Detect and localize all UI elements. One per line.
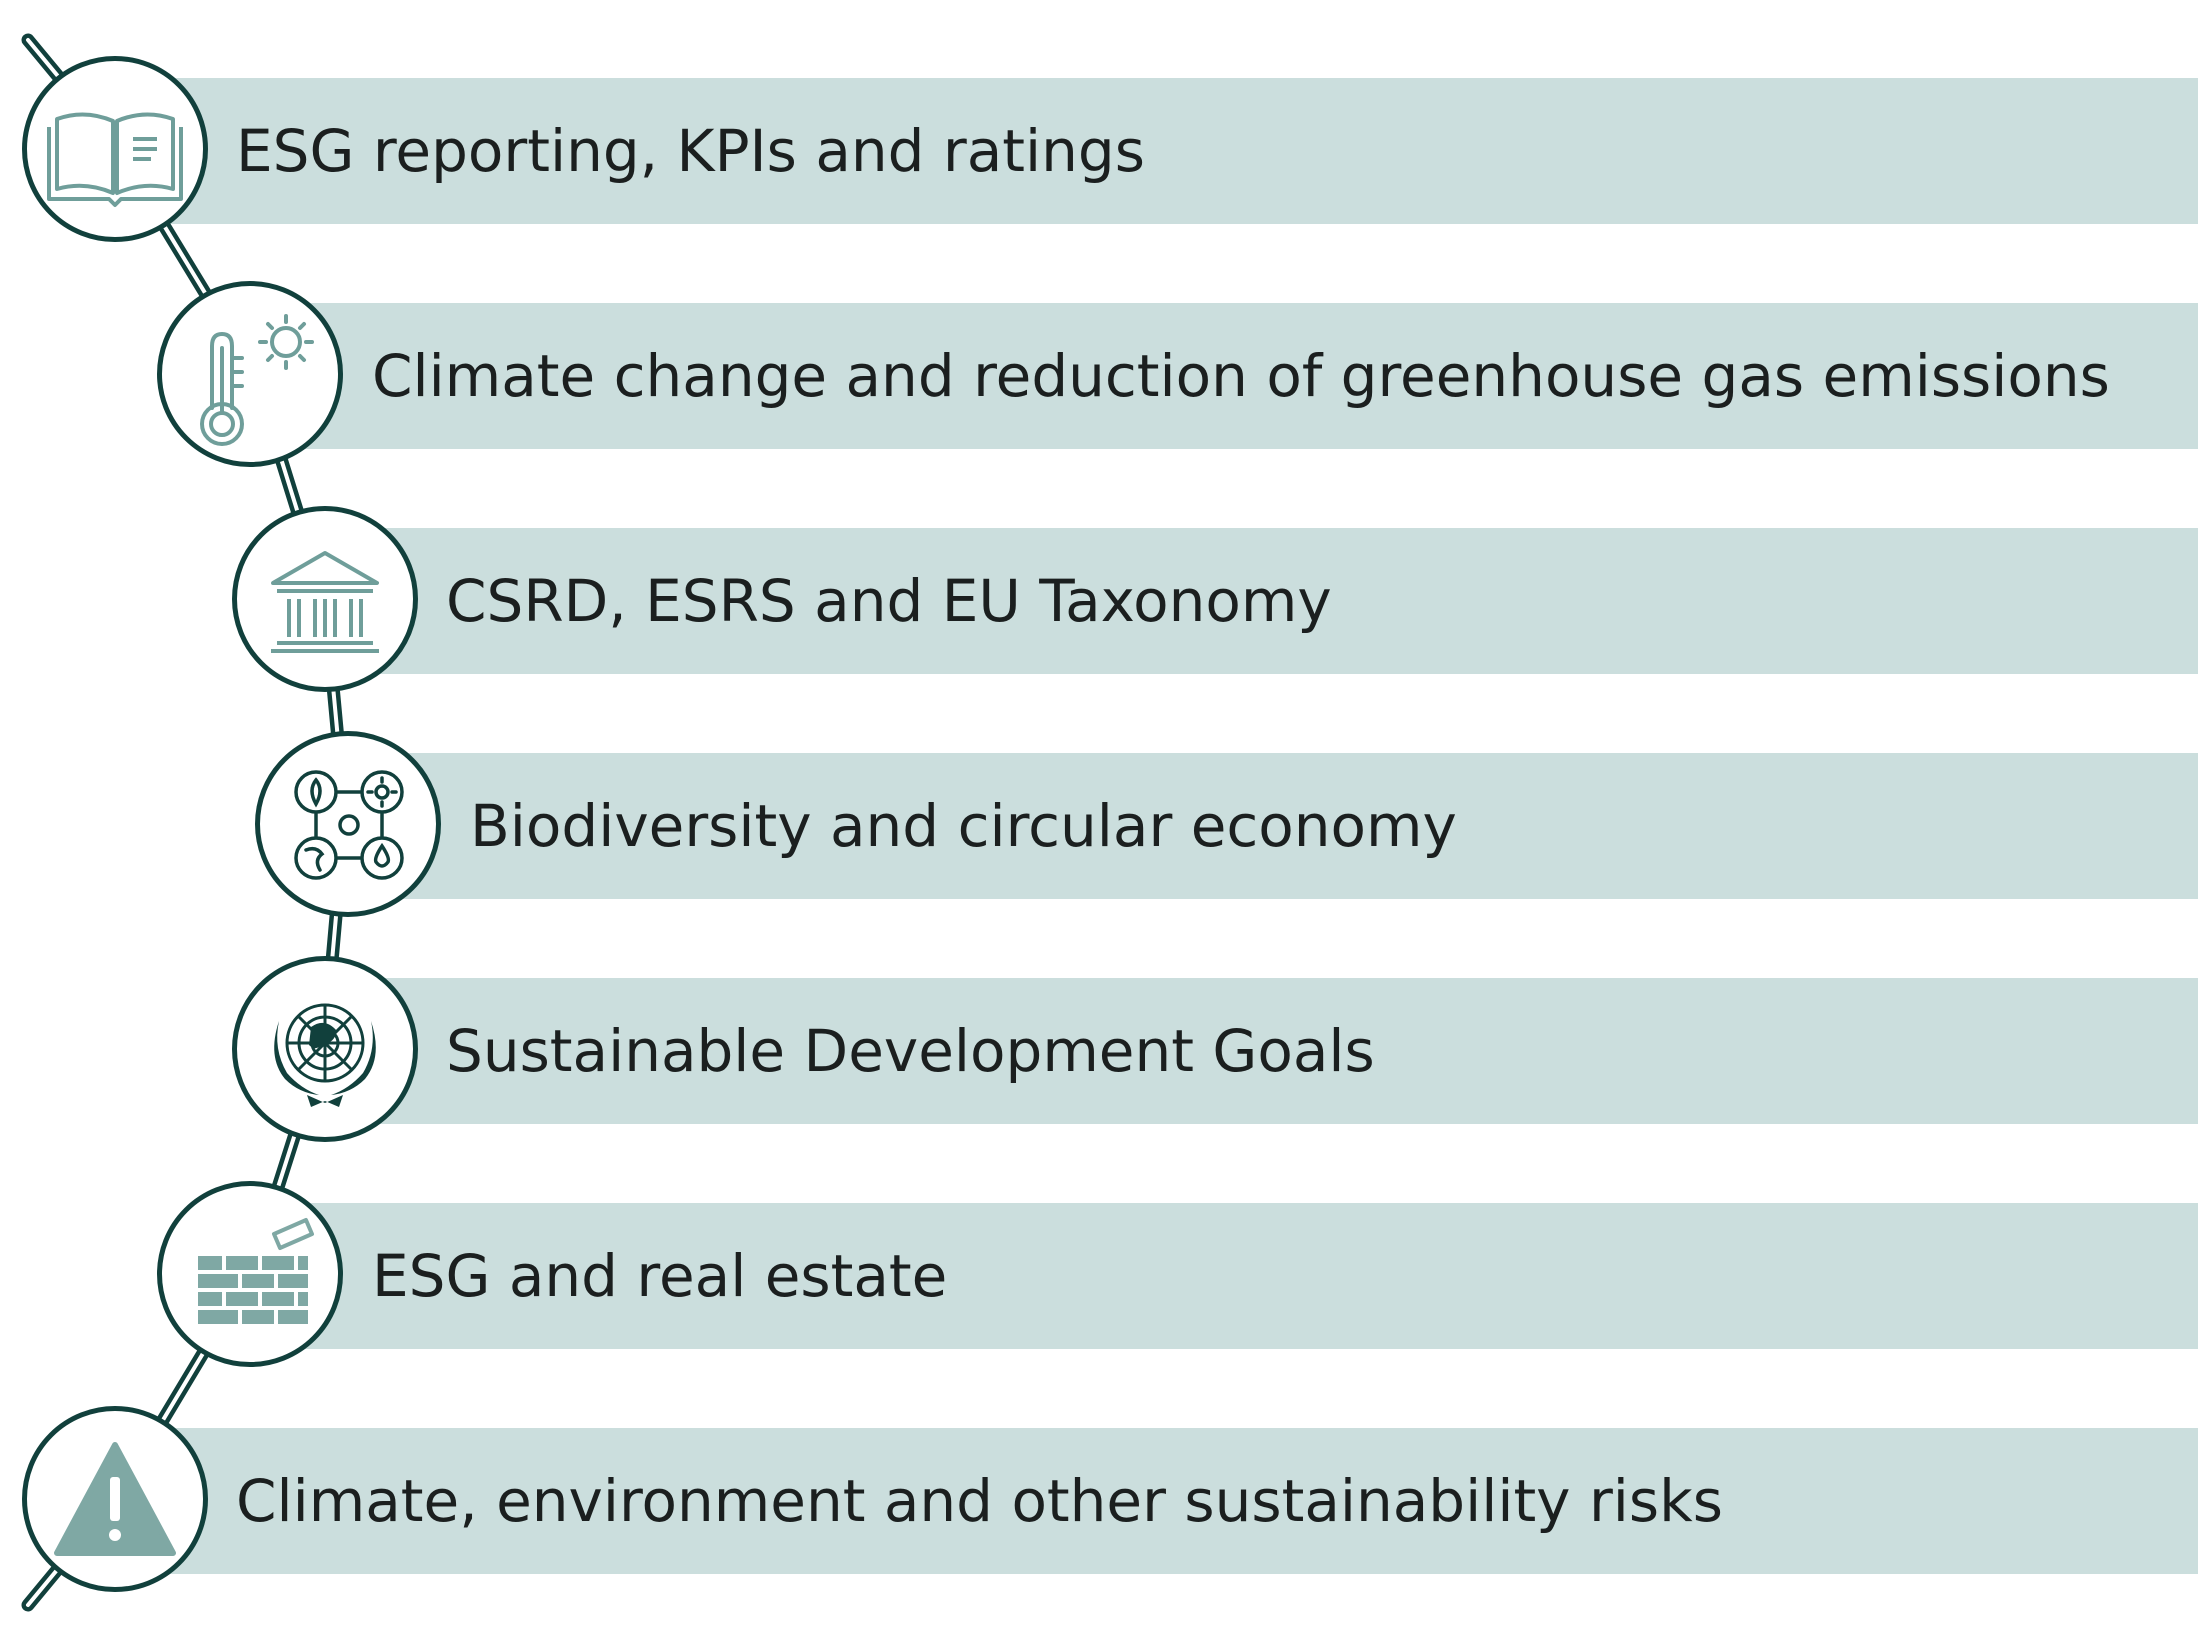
topic-icon-circle-4 [255,731,441,917]
topic-label-2: Climate change and reduction of greenhou… [372,342,2110,410]
topic-label-5: Sustainable Development Goals [446,1017,1375,1085]
topic-band-5 [380,978,2198,1124]
topic-band-6 [300,1203,2198,1349]
un-emblem-icon [274,1003,376,1107]
brick-wall-icon [198,1218,314,1324]
circular-elements-icon [294,770,404,880]
open-book-icon [47,112,183,207]
topic-icon-circle-6 [157,1181,343,1367]
topic-label-3: CSRD, ESRS and EU Taxonomy [446,567,1332,635]
topic-label-4: Biodiversity and circular economy [470,792,1457,860]
topic-label-1: ESG reporting, KPIs and ratings [236,117,1145,185]
warning-triangle-icon [54,1442,176,1556]
topic-band-4 [400,753,2198,899]
topic-icon-circle-5 [232,956,418,1142]
topic-band-7 [170,1428,2198,1574]
topic-label-6: ESG and real estate [372,1242,948,1310]
topic-icon-circle-2 [157,281,343,467]
topic-icon-circle-1 [22,56,208,242]
topic-band-1 [170,78,2198,224]
topic-icon-circle-7 [22,1406,208,1592]
topic-band-3 [380,528,2198,674]
topic-band-2 [300,303,2198,449]
institution-building-icon [271,551,379,653]
topic-icon-circle-3 [232,506,418,692]
thermometer-sun-icon [200,314,314,446]
topic-label-7: Climate, environment and other sustainab… [236,1467,1723,1535]
